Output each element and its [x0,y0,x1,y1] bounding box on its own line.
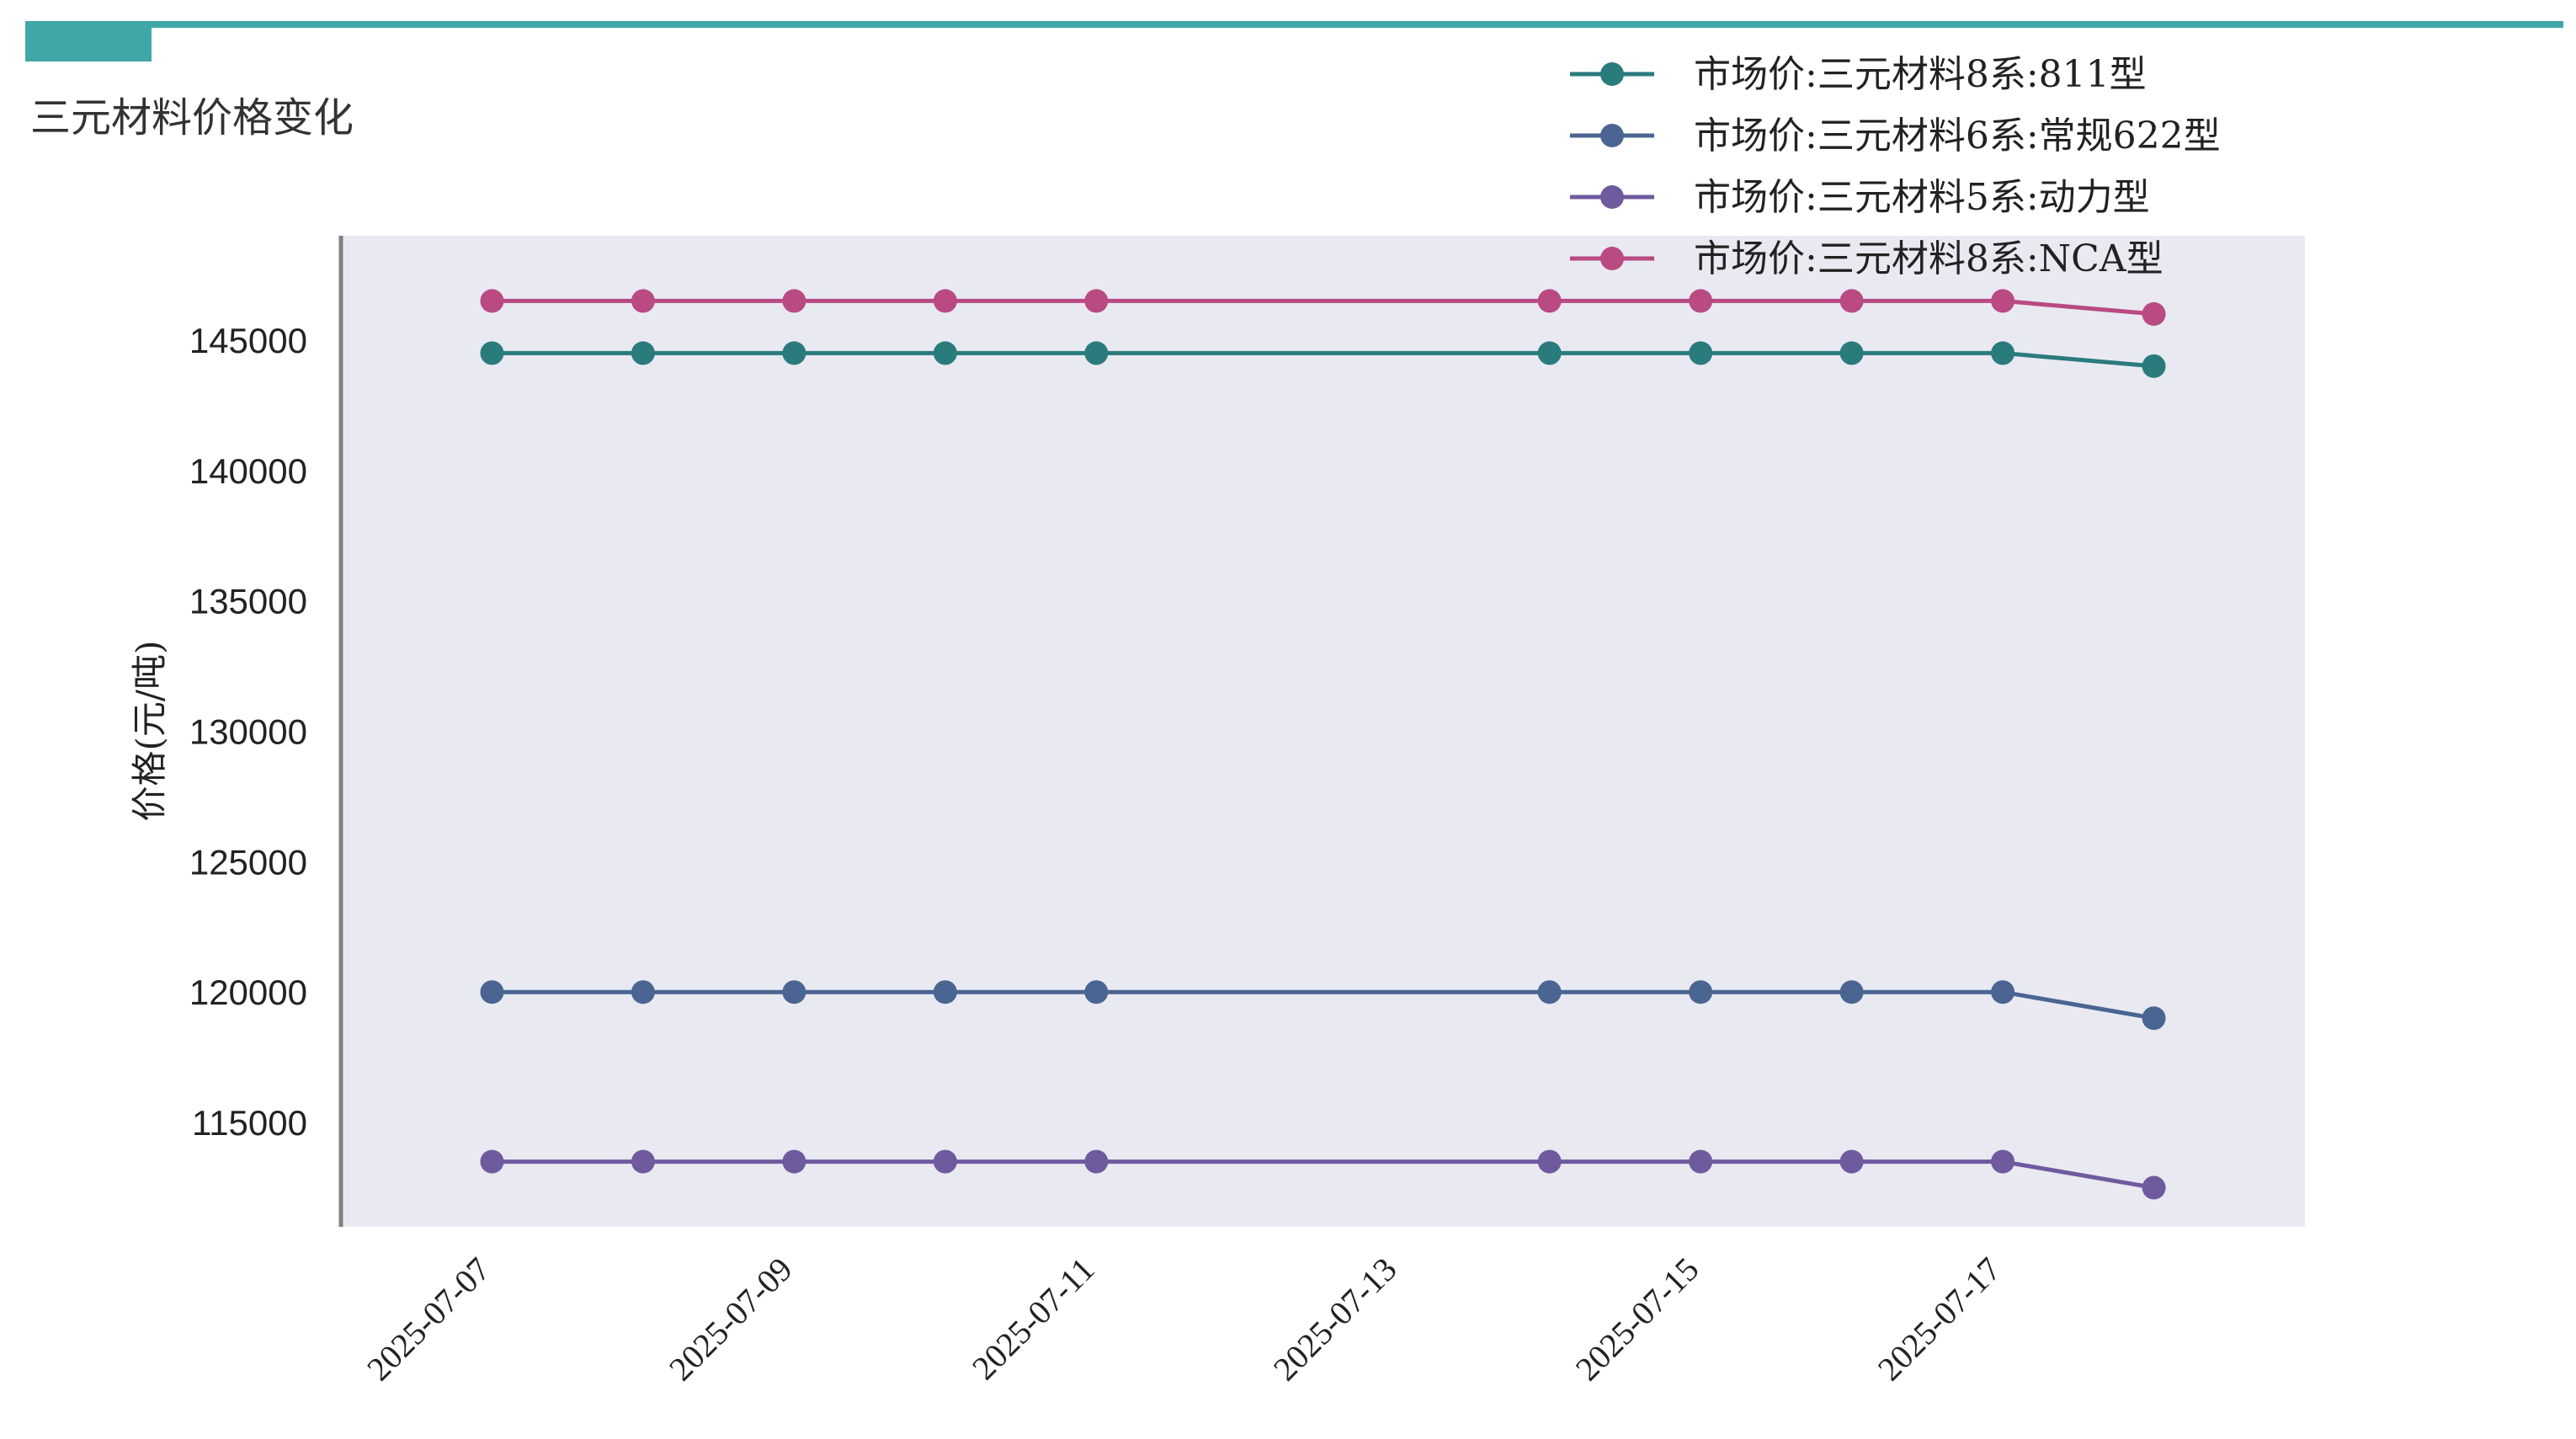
y-tick-label: 120000 [189,973,307,1012]
data-point [1839,341,1864,365]
x-tick-label: 2025-07-09 [662,1250,800,1388]
data-point [933,1149,957,1174]
series-4 [480,289,2166,326]
data-point [1689,1149,1713,1174]
data-point [631,1149,655,1174]
y-axis-ticks: 115000 120000 125000 130000 135000 140000 1450… [189,321,307,1143]
data-point [933,980,957,1005]
data-point [1537,1149,1562,1174]
y-tick-label: 115000 [192,1103,307,1143]
data-point [1991,1149,2015,1174]
data-point [1084,341,1109,365]
data-point [782,980,806,1005]
x-tick-label: 2025-07-17 [1871,1250,2009,1388]
data-point [782,289,806,313]
series-layer [480,289,2166,1200]
legend-swatch-marker [1600,62,1624,86]
page-title: 三元材料价格变化 [30,94,354,141]
data-point [782,341,806,365]
legend-label: 市场价:三元材料6系:常规622型 [1694,115,2221,157]
legend-swatch-marker [1600,247,1624,270]
legend-item: 市场价:三元材料6系:常规622型 [1570,115,2221,157]
data-point [1537,980,1562,1005]
y-tick-label: 145000 [189,321,307,360]
data-point [2142,354,2166,378]
series-2 [480,980,2166,1031]
data-point [1084,980,1109,1005]
header-accent-rule [25,21,2563,28]
legend-label: 市场价:三元材料8系:NCA型 [1694,237,2164,280]
data-point [480,980,504,1005]
x-tick-label: 2025-07-15 [1568,1250,1706,1388]
legend-item: 市场价:三元材料5系:动力型 [1570,176,2150,219]
data-point [1537,289,1562,313]
data-point [480,289,504,313]
data-point [1537,341,1562,365]
data-point [933,341,957,365]
data-point [480,341,504,365]
data-point [631,980,655,1005]
y-tick-label: 140000 [189,451,307,491]
series-line [492,298,2154,317]
legend-item: 市场价:三元材料8系:811型 [1570,53,2147,96]
legend-label: 市场价:三元材料5系:动力型 [1694,176,2150,219]
data-point [1991,289,2015,313]
x-tick-label: 2025-07-11 [965,1250,1102,1388]
data-point [2142,1006,2166,1031]
data-point [1839,980,1864,1005]
data-point [1689,341,1713,365]
x-axis-ticks: 2025-07-07 2025-07-09 2025-07-11 2025-07-13… [359,1250,2008,1388]
series-1 [480,341,2166,378]
data-point [1839,1149,1864,1174]
data-point [480,1149,504,1174]
legend-swatch-marker [1600,124,1624,147]
legend-swatch-marker [1600,185,1624,209]
data-point [1689,980,1713,1005]
data-point [782,1149,806,1174]
plot-area [341,236,2305,1227]
data-point [933,289,957,313]
y-tick-label: 135000 [189,582,307,621]
legend-item: 市场价:三元材料8系:NCA型 [1570,237,2164,280]
data-point [1839,289,1864,313]
x-tick-label: 2025-07-13 [1266,1250,1404,1388]
data-point [1991,980,2015,1005]
data-point [1689,289,1713,313]
series-line [492,1159,2154,1190]
legend: 市场价:三元材料8系:811型市场价:三元材料6系:常规622型市场价:三元材料… [1570,53,2221,280]
data-point [2142,301,2166,326]
data-point [631,289,655,313]
data-point [1084,289,1109,313]
series-3 [480,1149,2166,1200]
y-tick-label: 125000 [189,842,307,882]
legend-label: 市场价:三元材料8系:811型 [1694,53,2147,96]
data-point [2142,1175,2166,1200]
data-point [1084,1149,1109,1174]
y-axis-label: 价格(元/吨) [129,641,170,822]
x-tick-label: 2025-07-07 [359,1250,498,1388]
data-point [1991,341,2015,365]
series-line [492,989,2154,1021]
series-line [492,350,2154,369]
data-point [631,341,655,365]
header-accent-tab [25,21,152,61]
y-tick-label: 130000 [189,712,307,752]
